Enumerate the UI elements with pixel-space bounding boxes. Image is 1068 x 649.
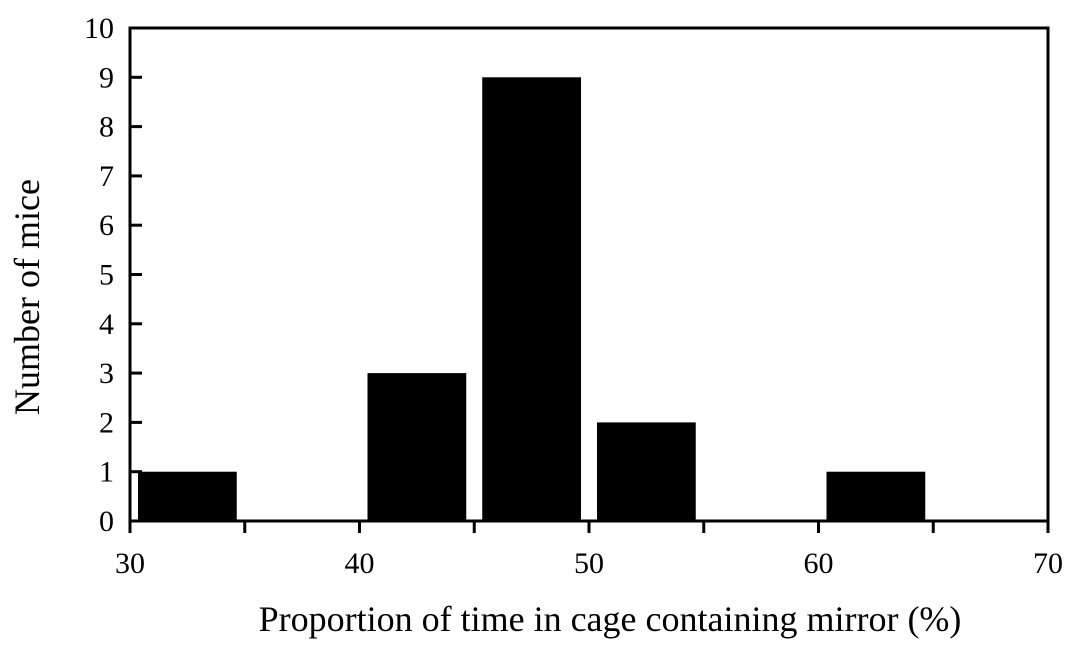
ticks-layer: 0 1 2 3 4 5 6 7 8 9 10 30 40 50 60 70 [84,12,1063,580]
x-tick-label-60: 60 [804,547,834,580]
y-tick-label-4: 4 [99,308,114,341]
y-tick-label-8: 8 [99,111,114,144]
bar-50-55 [597,422,696,521]
x-tick-label-30: 30 [115,547,145,580]
labels-layer: Number of mice Proportion of time in cag… [7,179,961,639]
y-tick-label-2: 2 [99,406,114,439]
bar-30-35 [138,471,237,521]
y-tick-label-6: 6 [99,209,114,242]
bar-40-45 [367,373,467,521]
axes-layer [128,26,1050,523]
x-tick-label-70: 70 [1033,547,1063,580]
y-tick-label-10: 10 [84,12,114,45]
bar-60-65 [826,471,926,521]
y-tick-label-1: 1 [99,456,114,489]
y-tick-label-9: 9 [99,61,114,94]
y-tick-label-7: 7 [99,160,114,193]
bars-layer [138,77,926,522]
bar-45-50 [482,77,581,522]
x-axis-label: Proportion of time in cage containing mi… [259,599,962,639]
x-tick-label-40: 40 [345,547,375,580]
y-tick-label-0: 0 [99,505,114,538]
y-tick-label-5: 5 [99,259,114,292]
y-tick-label-3: 3 [99,357,114,390]
y-axis-label: Number of mice [7,179,47,415]
plot-frame [128,26,1050,523]
x-tick-label-50: 50 [574,547,604,580]
